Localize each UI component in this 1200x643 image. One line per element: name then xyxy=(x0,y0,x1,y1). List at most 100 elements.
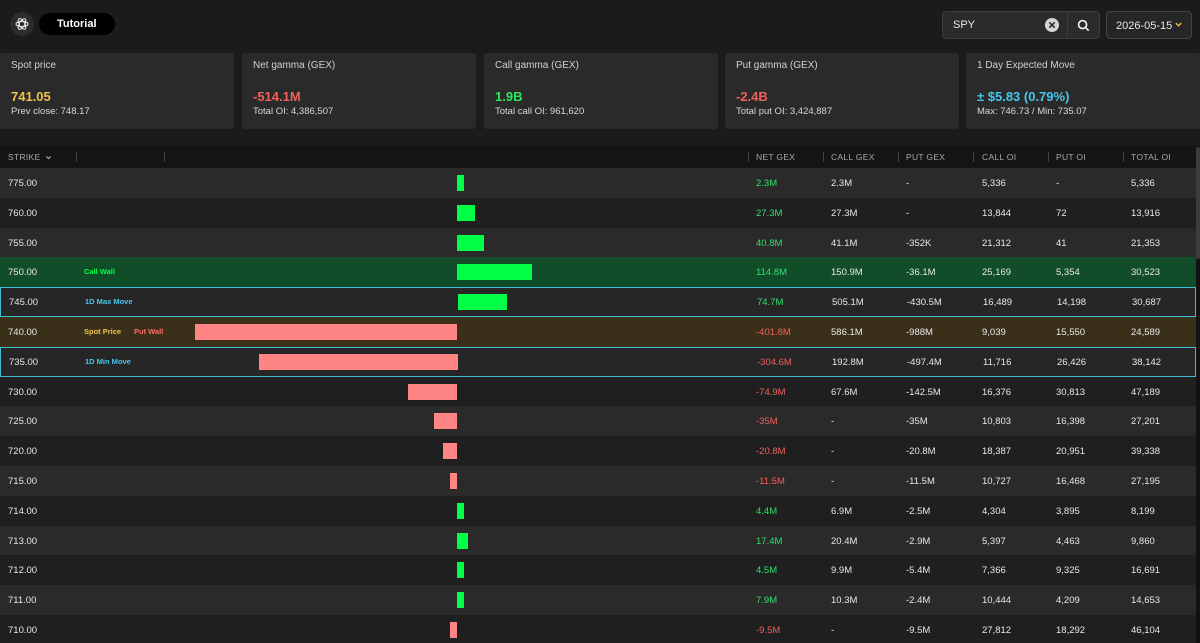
column-divider[interactable] xyxy=(748,152,749,162)
cell-net-gex: 40.8M xyxy=(756,237,783,249)
cell-call-oi: 7,366 xyxy=(982,565,1006,577)
cell-put-gex: -9.5M xyxy=(906,625,931,636)
table-row[interactable]: 1D Max Move 745.00 74.7M 505.1M -430.5M 16,48… xyxy=(0,287,1196,317)
table-row[interactable]: 725.00 -35M - -35M 10,803 16,398 27,201 xyxy=(0,406,1196,437)
column-header-total-oi[interactable]: TOTAL OI xyxy=(1131,152,1172,162)
cell-strike: 775.00 xyxy=(8,178,38,189)
cell-strike: 720.00 xyxy=(8,446,38,458)
cell-put-oi: 72 xyxy=(1056,207,1067,219)
logo-button[interactable] xyxy=(10,12,34,36)
cell-put-gex: -988M xyxy=(906,327,933,338)
cell-strike: 710.00 xyxy=(8,625,38,636)
card-label: Put gamma (GEX) xyxy=(736,60,818,71)
cell-net-gex: -11.5M xyxy=(756,476,785,487)
card-value: ± $5.83 (0.79%) xyxy=(977,89,1070,104)
table-row[interactable]: 715.00 -11.5M - -11.5M 10,727 16,468 27,195 xyxy=(0,466,1196,496)
cell-total-oi: 8,199 xyxy=(1131,505,1155,517)
search-button[interactable] xyxy=(1067,12,1099,38)
cell-put-oi: 26,426 xyxy=(1057,356,1087,368)
top-bar: Tutorial SPY 2026-05-15 xyxy=(0,0,1200,48)
cell-total-oi: 21,353 xyxy=(1131,237,1161,249)
cell-call-oi: 5,336 xyxy=(982,178,1006,189)
cell-put-oi: 18,292 xyxy=(1056,625,1086,636)
cell-strike: 713.00 xyxy=(8,535,38,547)
table-row[interactable]: 775.00 2.3M 2.3M - 5,336 - 5,336 xyxy=(0,168,1196,198)
cell-net-gex: 2.3M xyxy=(756,178,778,189)
expiration-date-select[interactable]: 2026-05-15 xyxy=(1106,11,1192,39)
table-row[interactable]: Spot Price Put Wall 740.00 -401.8M 586.1M -98… xyxy=(0,317,1196,347)
cell-call-gex: 150.9M xyxy=(831,267,863,279)
column-divider[interactable] xyxy=(164,152,165,162)
chevron-down-icon xyxy=(1175,22,1182,27)
cell-put-gex: -497.4M xyxy=(907,356,942,368)
cell-put-oi: - xyxy=(1056,178,1060,189)
cell-strike: 712.00 xyxy=(8,565,38,577)
net-gamma-card: Net gamma (GEX) -514.1M Total OI: 4,386,… xyxy=(242,53,476,129)
column-header-put-gex[interactable]: PUT GEX xyxy=(906,152,946,162)
column-divider[interactable] xyxy=(823,152,824,162)
column-header-put-oi[interactable]: PUT OI xyxy=(1056,152,1086,162)
card-label: Net gamma (GEX) xyxy=(253,60,336,71)
cell-put-oi: 3,895 xyxy=(1056,505,1080,517)
column-divider[interactable] xyxy=(898,152,899,162)
column-header-call-gex[interactable]: CALL GEX xyxy=(831,152,875,162)
cell-put-gex: -2.4M xyxy=(906,595,931,607)
row-tag-call-wall: Call Wall xyxy=(84,267,115,277)
cell-call-oi: 21,312 xyxy=(982,237,1012,249)
cell-call-gex: 9.9M xyxy=(831,565,853,577)
column-header-strike[interactable]: STRIKE xyxy=(8,152,52,162)
cell-call-oi: 10,444 xyxy=(982,595,1012,607)
cell-total-oi: 13,916 xyxy=(1131,207,1161,219)
column-header-label: STRIKE xyxy=(8,152,41,162)
table-row[interactable]: Call Wall 750.00 114.8M 150.9M -36.1M 25,169 5… xyxy=(0,257,1196,288)
cell-call-oi: 25,169 xyxy=(982,267,1012,279)
cell-put-gex: -2.9M xyxy=(906,535,931,547)
cell-put-oi: 20,951 xyxy=(1056,446,1086,458)
cell-put-oi: 9,325 xyxy=(1056,565,1080,577)
cell-put-oi: 30,813 xyxy=(1056,386,1086,398)
cell-call-oi: 10,803 xyxy=(982,416,1012,428)
column-divider[interactable] xyxy=(973,152,974,162)
cell-call-gex: 27.3M xyxy=(831,207,858,219)
column-divider[interactable] xyxy=(76,152,77,162)
table-scrollbar[interactable] xyxy=(1196,146,1200,643)
column-header-call-oi[interactable]: CALL OI xyxy=(982,152,1017,162)
cell-net-gex: -401.8M xyxy=(756,327,791,338)
net-gex-bar xyxy=(457,175,464,191)
cell-strike: 735.00 xyxy=(9,356,39,368)
cell-put-gex: -36.1M xyxy=(906,267,936,279)
table-row[interactable]: 720.00 -20.8M - -20.8M 18,387 20,951 39,338 xyxy=(0,436,1196,466)
close-circle-icon[interactable] xyxy=(1045,18,1059,32)
ticker-search-input[interactable]: SPY xyxy=(953,19,976,31)
cell-put-oi: 5,354 xyxy=(1056,267,1080,279)
cell-total-oi: 46,104 xyxy=(1131,625,1161,636)
table-scrollbar-thumb[interactable] xyxy=(1196,147,1200,259)
cell-call-oi: 10,727 xyxy=(982,476,1012,487)
cell-total-oi: 38,142 xyxy=(1132,356,1162,368)
put-gamma-card: Put gamma (GEX) -2.4B Total put OI: 3,42… xyxy=(725,53,959,129)
cell-put-gex: -5.4M xyxy=(906,565,931,577)
net-gex-bar xyxy=(457,234,484,251)
table-row[interactable]: 714.00 4.4M 6.9M -2.5M 4,304 3,895 8,199 xyxy=(0,495,1196,526)
cell-call-gex: 505.1M xyxy=(832,297,864,309)
table-row[interactable]: 730.00 -74.9M 67.6M -142.5M 16,376 30,813 47,1… xyxy=(0,376,1196,407)
table-row[interactable]: 760.00 27.3M 27.3M - 13,844 72 13,916 xyxy=(0,197,1196,228)
table-row[interactable]: 711.00 7.9M 10.3M -2.4M 10,444 4,209 14,653 xyxy=(0,585,1196,615)
cell-strike: 745.00 xyxy=(9,297,39,309)
cell-put-gex: -430.5M xyxy=(907,297,942,309)
ticker-search: SPY xyxy=(942,11,1100,39)
table-row[interactable]: 1D Min Move 735.00 -304.6M 192.8M -497.4M 11,… xyxy=(0,346,1196,377)
net-gex-bar xyxy=(457,562,464,579)
table-row[interactable]: 713.00 17.4M 20.4M -2.9M 5,397 4,463 9,860 xyxy=(0,525,1196,556)
cell-put-oi: 4,463 xyxy=(1056,535,1080,547)
column-divider[interactable] xyxy=(1123,152,1124,162)
table-row[interactable]: 710.00 -9.5M - -9.5M 27,812 18,292 46,104 xyxy=(0,615,1196,643)
table-row[interactable]: 712.00 4.5M 9.9M -5.4M 7,366 9,325 16,691 xyxy=(0,555,1196,586)
cell-total-oi: 30,687 xyxy=(1132,297,1162,309)
cell-net-gex: -304.6M xyxy=(757,356,792,368)
column-header-net-gex[interactable]: NET GEX xyxy=(756,152,796,162)
tutorial-button[interactable]: Tutorial xyxy=(39,13,115,35)
column-divider[interactable] xyxy=(1048,152,1049,162)
net-gex-bar xyxy=(458,294,507,311)
table-row[interactable]: 755.00 40.8M 41.1M -352K 21,312 41 21,353 xyxy=(0,227,1196,258)
